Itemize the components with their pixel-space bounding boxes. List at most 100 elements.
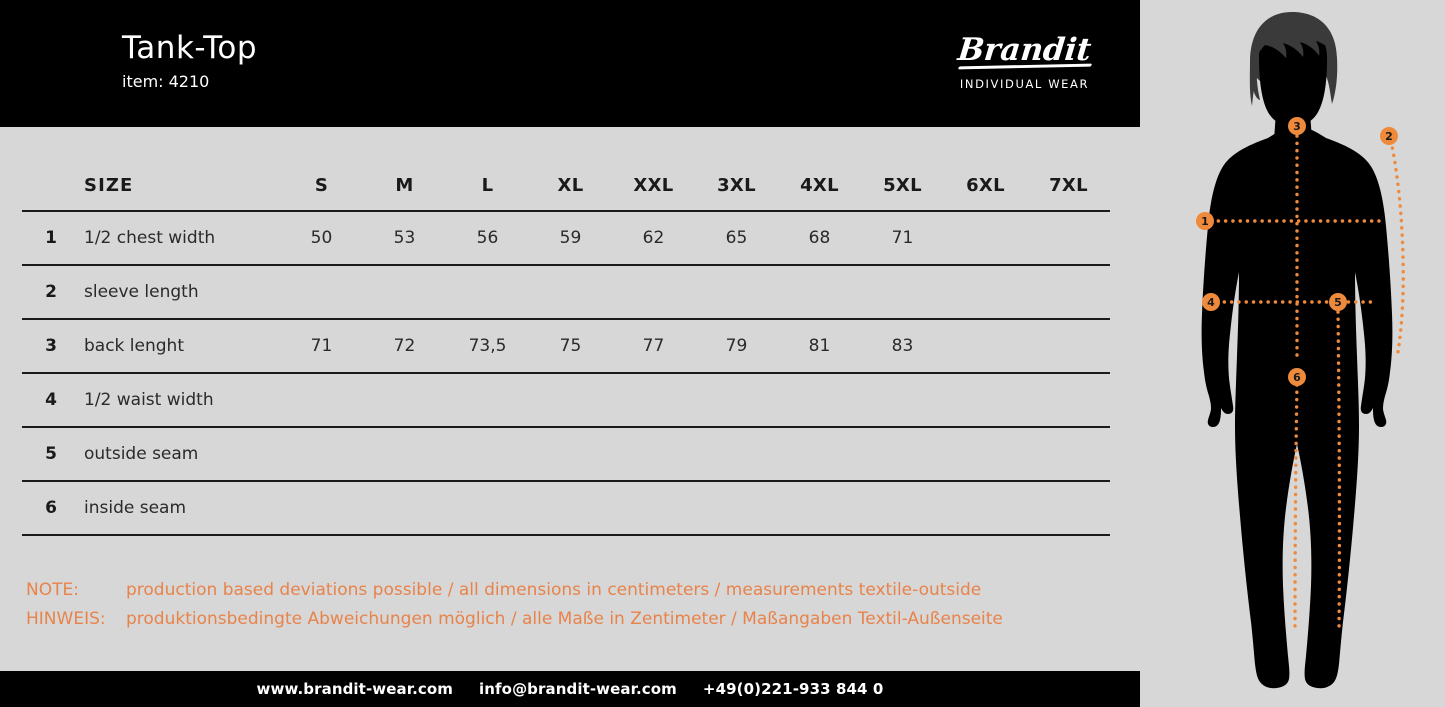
measurement-value: 83	[891, 336, 914, 356]
measurement-value	[446, 265, 529, 319]
footer-bar: www.brandit-wear.com info@brandit-wear.c…	[0, 671, 1140, 707]
table-row: 5 outside seam	[22, 427, 1110, 481]
marker-1-label: 1	[1201, 215, 1209, 228]
measurement-value	[778, 481, 861, 535]
measurement-value	[1027, 373, 1110, 427]
measurement-value	[612, 427, 695, 481]
column-header-7xl: 7XL	[1049, 174, 1088, 196]
title-block: Tank-Top item: 4210	[122, 28, 257, 93]
measurement-value	[363, 373, 446, 427]
measurement-value: 79	[725, 336, 748, 356]
header-bar: Tank-Top item: 4210 Brandit INDIVIDUAL W…	[0, 0, 1140, 127]
notes-block: NOTE: production based deviations possib…	[26, 576, 1003, 634]
table-row: 1 1/2 chest width 50 53 56 59 62 65 68 7…	[22, 211, 1110, 265]
brand-logo: Brandit INDIVIDUAL WEAR	[937, 32, 1112, 91]
measurement-value	[695, 427, 778, 481]
measurement-value	[778, 427, 861, 481]
table-row: 4 1/2 waist width	[22, 373, 1110, 427]
marker-2-label: 2	[1385, 130, 1393, 143]
measurement-value: 77	[642, 336, 665, 356]
measurement-value: 72	[393, 336, 416, 356]
column-header-s: S	[314, 174, 329, 196]
marker-4[interactable]: 4	[1202, 293, 1220, 311]
size-table: SIZE S M L XL XXL 3XL 4XL 5XL 6XL 7XL 1 …	[22, 160, 1110, 536]
measurement-value	[861, 481, 944, 535]
note-text-en: production based deviations possible / a…	[126, 580, 982, 600]
measurement-value	[280, 265, 363, 319]
table-row: 6 inside seam	[22, 481, 1110, 535]
marker-6[interactable]: 6	[1288, 368, 1306, 386]
measurement-value	[446, 427, 529, 481]
footer-phone[interactable]: +49(0)221-933 844 0	[702, 680, 884, 698]
measurement-value	[529, 427, 612, 481]
hair-fringe-icon	[1257, 20, 1336, 58]
column-header-xxl: XXL	[633, 174, 674, 196]
measurement-value	[446, 481, 529, 535]
footer-contacts: www.brandit-wear.com info@brandit-wear.c…	[257, 680, 884, 698]
marker-4-label: 4	[1207, 296, 1215, 309]
measurement-value	[280, 427, 363, 481]
measurement-value: 56	[476, 228, 499, 248]
measurement-value	[944, 265, 1027, 319]
row-number: 2	[45, 282, 57, 302]
measurement-value	[1027, 319, 1110, 373]
column-header-6xl: 6XL	[966, 174, 1005, 196]
measurement-value	[1027, 265, 1110, 319]
measurement-value	[1027, 481, 1110, 535]
measurement-value	[446, 373, 529, 427]
measurement-value	[529, 373, 612, 427]
measurement-value	[944, 373, 1027, 427]
brand-wordmark: Brandit	[956, 32, 1093, 68]
measurement-value	[280, 373, 363, 427]
page-title: Tank-Top	[122, 30, 258, 66]
body-figure-diagram: 3 2 1 4 5 6	[1196, 12, 1405, 689]
marker-1[interactable]: 1	[1196, 212, 1214, 230]
measurement-name: outside seam	[84, 444, 199, 464]
marker-5-label: 5	[1334, 296, 1342, 309]
column-header-l: L	[481, 174, 494, 196]
measurement-figure-panel: 3 2 1 4 5 6	[1140, 0, 1445, 707]
marker-3[interactable]: 3	[1288, 117, 1306, 135]
measurement-value	[363, 481, 446, 535]
measurement-name: sleeve length	[84, 282, 199, 302]
size-table-body: 1 1/2 chest width 50 53 56 59 62 65 68 7…	[22, 211, 1110, 535]
table-row: 3 back lenght 71 72 73,5 75 77 79 81 83	[22, 319, 1110, 373]
measurement-value: 59	[559, 228, 582, 248]
footer-website[interactable]: www.brandit-wear.com	[256, 680, 454, 698]
column-header-number	[22, 160, 80, 211]
measurement-value	[861, 373, 944, 427]
column-header-5xl: 5XL	[883, 174, 922, 196]
column-header-xl: XL	[557, 174, 584, 196]
note-label-de: HINWEIS:	[26, 609, 106, 629]
hair-side-left	[1251, 60, 1260, 100]
measurement-value: 73,5	[468, 336, 507, 356]
measurement-value: 68	[808, 228, 831, 248]
marker-5[interactable]: 5	[1329, 293, 1347, 311]
measurement-value	[612, 265, 695, 319]
measurement-value	[695, 481, 778, 535]
measurement-value	[363, 427, 446, 481]
table-header-row: SIZE S M L XL XXL 3XL 4XL 5XL 6XL 7XL	[22, 160, 1110, 211]
info-column: Tank-Top item: 4210 Brandit INDIVIDUAL W…	[0, 0, 1140, 707]
row-number: 3	[45, 336, 57, 356]
measure-line-2	[1389, 139, 1405, 354]
measurement-name: 1/2 waist width	[84, 390, 214, 410]
row-number: 5	[45, 444, 57, 464]
row-number: 6	[45, 498, 57, 518]
measurement-value: 71	[310, 336, 333, 356]
measurement-value	[944, 481, 1027, 535]
measurement-name: back lenght	[84, 336, 184, 356]
measurement-value	[944, 427, 1027, 481]
measurement-value: 62	[642, 228, 665, 248]
measurement-value: 65	[725, 228, 748, 248]
measurement-value	[778, 373, 861, 427]
measurement-value	[529, 265, 612, 319]
marker-3-label: 3	[1293, 120, 1301, 133]
marker-2[interactable]: 2	[1380, 127, 1398, 145]
note-text-de: produktionsbedingte Abweichungen möglich…	[126, 609, 1003, 629]
measurement-value	[612, 373, 695, 427]
size-table-head: SIZE S M L XL XXL 3XL 4XL 5XL 6XL 7XL	[22, 160, 1110, 211]
measurement-value	[695, 265, 778, 319]
footer-email[interactable]: info@brandit-wear.com	[479, 680, 677, 698]
